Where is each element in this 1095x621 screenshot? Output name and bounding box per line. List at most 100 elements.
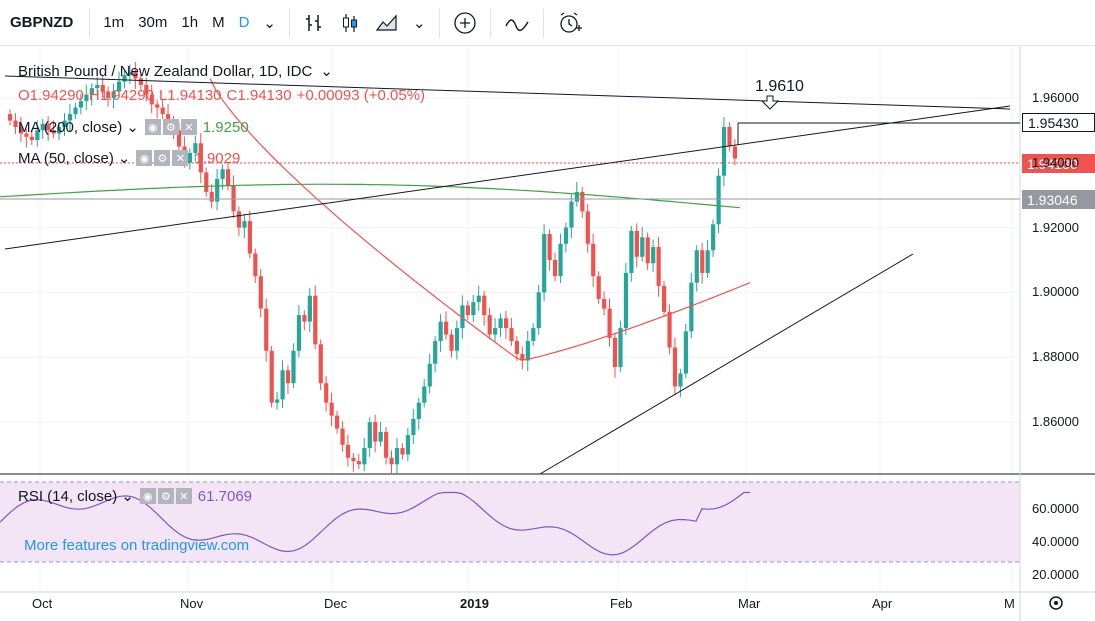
eye-icon[interactable]: ◉ — [136, 150, 153, 166]
ma200-legend[interactable]: MA (200, close) ⌄ ◉ ⚙ ✕ 1.9250 — [18, 118, 249, 137]
price-tick-label: 1.88000 — [1032, 349, 1079, 365]
candle-body — [78, 101, 84, 108]
candle-body — [574, 191, 579, 202]
close-icon[interactable]: ✕ — [175, 488, 192, 504]
low-value: L1.94130 — [158, 87, 222, 104]
candle-body — [547, 234, 552, 260]
candle-body — [307, 295, 312, 322]
candle-body — [302, 315, 307, 322]
candle-body — [176, 130, 182, 147]
candle-body — [242, 221, 247, 228]
candle-body — [198, 143, 203, 173]
chevron-down-icon[interactable]: ⌄ — [263, 14, 276, 32]
price-tick-label: 1.96000 — [1032, 89, 1079, 105]
candle-body — [187, 153, 193, 163]
time-tick-label: Mar — [738, 596, 761, 611]
candles-chart-style-icon[interactable] — [332, 0, 368, 46]
falling-trendline[interactable] — [4, 75, 1011, 110]
open-value: O1.94290 — [18, 87, 84, 104]
candle-body — [427, 363, 432, 387]
candle-body — [476, 295, 481, 303]
interval-1h[interactable]: 1h — [181, 14, 199, 31]
time-tick-label: Dec — [324, 596, 348, 611]
candle-body — [8, 114, 13, 121]
candle-body — [482, 295, 487, 316]
time-tick-label: Apr — [872, 596, 893, 611]
candle-body — [651, 247, 656, 264]
candle-body — [732, 146, 738, 159]
ma50-legend[interactable]: MA (50, close) ⌄ ◉ ⚙ ✕ 1.9029 — [18, 149, 240, 168]
candle-body — [525, 341, 530, 361]
interval-month[interactable]: M — [212, 14, 225, 31]
candle-body — [405, 435, 411, 455]
rsi-legend[interactable]: RSI (14, close) ⌄ ◉ ⚙ ✕ 61.7069 — [18, 487, 252, 506]
gear-icon[interactable]: ⚙ — [162, 119, 179, 135]
candle-body — [138, 78, 143, 85]
candle-body — [645, 237, 650, 264]
interval-day[interactable]: D — [238, 14, 250, 31]
alert-clock-icon[interactable] — [550, 0, 590, 46]
area-chart-style-icon[interactable] — [368, 0, 406, 46]
top-toolbar: GBPNZD 1m 30m 1h M D ⌄ ⌄ — [0, 0, 1095, 46]
candle-body — [18, 127, 24, 134]
candle-body — [449, 334, 454, 351]
gear-icon[interactable]: ⚙ — [154, 150, 171, 166]
close-icon[interactable]: ✕ — [180, 119, 197, 135]
level-badge: 1.93046 — [1022, 190, 1095, 209]
candle-body — [264, 308, 269, 351]
interval-1m[interactable]: 1m — [103, 14, 125, 31]
promo-link[interactable]: More features on tradingview.com — [24, 537, 250, 554]
candle-body — [324, 383, 329, 403]
interval-30m[interactable]: 30m — [138, 14, 168, 31]
settings-gear-icon[interactable] — [1049, 596, 1063, 610]
chevron-down-icon[interactable]: ⌄ — [126, 119, 139, 136]
candle-body — [351, 457, 356, 462]
rising-trendline[interactable] — [4, 105, 1011, 250]
chevron-down-icon[interactable]: ⌄ — [320, 63, 333, 80]
lower-channel-trendline[interactable] — [539, 253, 914, 475]
candle-body — [89, 88, 94, 95]
candle-body — [236, 211, 242, 228]
close-icon[interactable]: ✕ — [172, 150, 189, 166]
candle-body — [160, 107, 165, 115]
candle-body — [226, 169, 231, 186]
rsi-label: RSI (14, close) — [18, 487, 118, 505]
candle-body — [498, 318, 503, 329]
candle-body — [296, 315, 302, 351]
add-indicator-icon[interactable] — [446, 0, 484, 46]
candle-body — [422, 386, 427, 403]
symbol-legend[interactable]: British Pound / New Zealand Dollar, 1D, … — [18, 62, 538, 81]
candle-body — [580, 191, 585, 212]
candle-body — [117, 81, 122, 92]
chart-canvas[interactable] — [0, 46, 1095, 621]
candle-body — [51, 130, 56, 134]
candle-body — [444, 321, 449, 335]
candle-body — [585, 211, 590, 244]
candle-body — [285, 370, 291, 384]
candle-body — [672, 347, 678, 387]
chevron-down-icon[interactable]: ⌄ — [117, 150, 131, 167]
candle-body — [247, 221, 252, 254]
candle-body — [95, 84, 100, 89]
chevron-down-icon[interactable]: ⌄ — [121, 488, 134, 505]
candle-body — [416, 402, 421, 419]
indicators-icon[interactable] — [497, 0, 537, 46]
candle-body — [618, 328, 623, 367]
close-value: C1.94130 — [226, 87, 292, 104]
eye-icon[interactable]: ◉ — [144, 119, 161, 135]
eye-icon[interactable]: ◉ — [139, 488, 156, 504]
candle-body — [258, 276, 263, 309]
chevron-down-icon[interactable]: ⌄ — [412, 14, 426, 32]
candle-body — [400, 448, 405, 455]
change-value: +0.00093 (+0.05%) — [296, 87, 426, 104]
candle-body — [318, 344, 323, 384]
candle-body — [106, 91, 111, 98]
candle-body — [220, 169, 225, 179]
rsi-tick-label: 40.0000 — [1032, 534, 1079, 549]
price-target-annotation: 1.9610 — [755, 78, 804, 95]
ma50-line — [209, 78, 751, 361]
bar-chart-style-icon[interactable] — [296, 0, 332, 46]
candle-body — [623, 272, 629, 329]
gear-icon[interactable]: ⚙ — [157, 488, 174, 504]
symbol-search[interactable]: GBPNZD — [0, 7, 91, 38]
